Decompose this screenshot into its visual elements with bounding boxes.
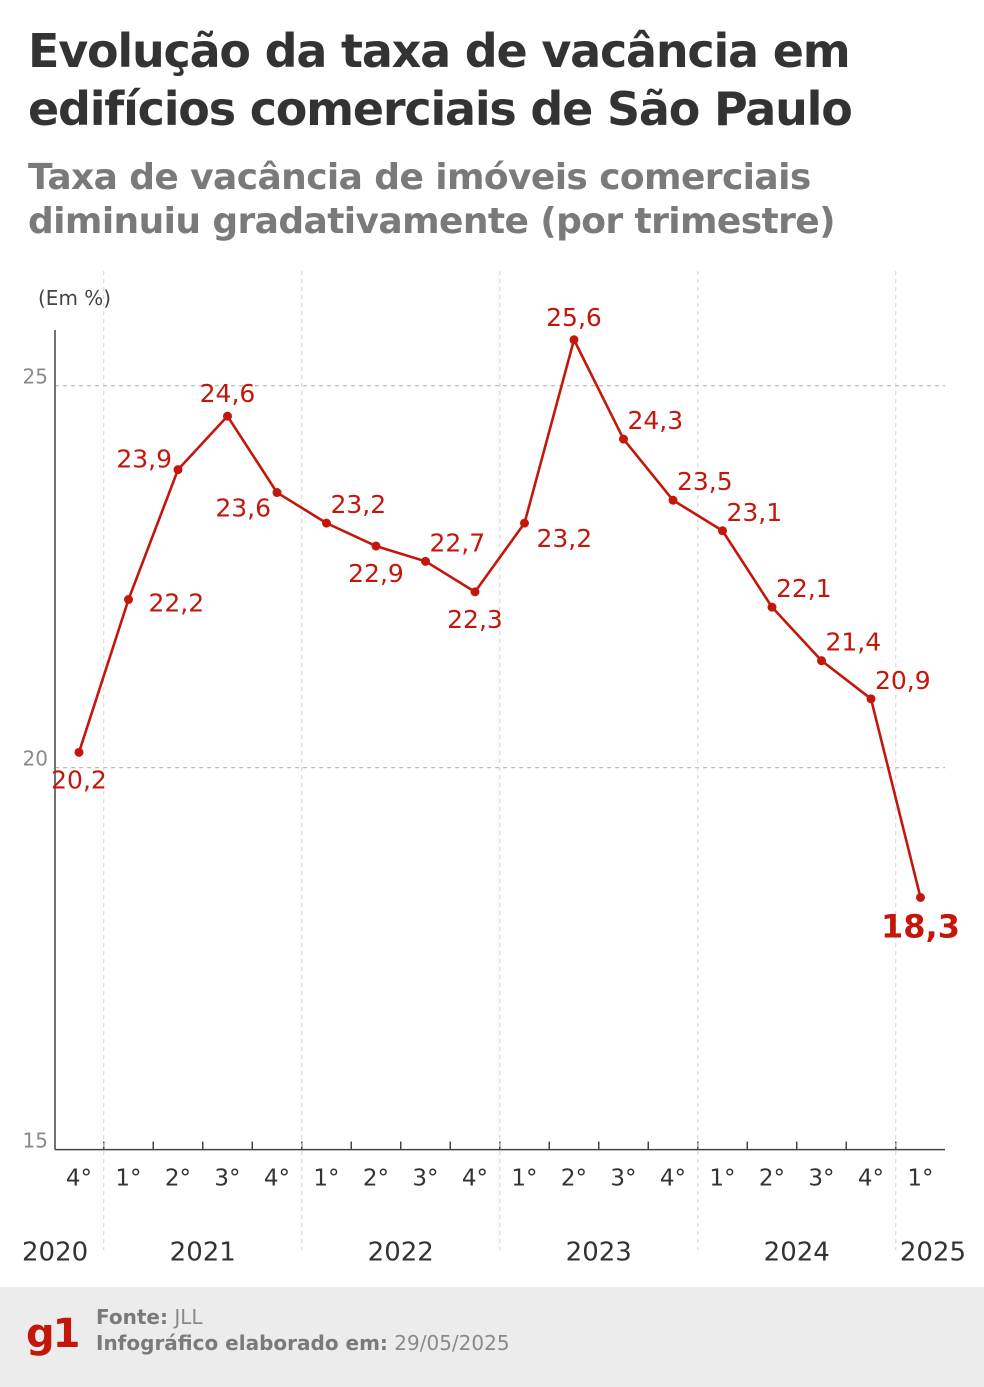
- quarter-label: 1°: [115, 1166, 141, 1192]
- data-label: 23,5: [677, 467, 733, 496]
- source-label: Fonte:: [96, 1305, 168, 1329]
- data-label: 21,4: [826, 628, 882, 657]
- data-label: 22,2: [149, 589, 205, 618]
- y-tick-label: 15: [23, 1129, 48, 1153]
- data-point: [718, 526, 727, 536]
- data-label: 25,6: [546, 303, 602, 332]
- year-label: 2025: [900, 1238, 966, 1268]
- data-label: 24,3: [628, 406, 684, 435]
- quarter-label: 4°: [462, 1166, 488, 1192]
- data-label: 23,2: [537, 524, 593, 553]
- data-point: [421, 556, 430, 566]
- source-line: Fonte: JLL: [96, 1305, 203, 1329]
- data-point: [916, 892, 925, 902]
- data-label: 23,2: [331, 490, 387, 519]
- data-label: 22,1: [776, 574, 832, 603]
- data-point: [322, 518, 331, 528]
- data-point: [173, 465, 183, 475]
- quarter-label: 2°: [561, 1166, 587, 1192]
- quarter-label: 2°: [165, 1166, 191, 1192]
- unit-label: (Em %): [38, 286, 111, 310]
- quarter-label: 3°: [808, 1166, 834, 1192]
- data-point: [272, 488, 282, 498]
- year-label: 2021: [170, 1238, 236, 1268]
- year-label: 2022: [368, 1238, 434, 1268]
- y-tick-label: 25: [23, 365, 48, 389]
- data-point: [817, 656, 826, 666]
- date-label: Infográfico elaborado em:: [96, 1331, 388, 1355]
- quarter-label: 3°: [412, 1166, 438, 1192]
- quarter-label: 1°: [907, 1166, 933, 1192]
- data-point: [124, 595, 133, 605]
- g1-logo: g1: [26, 1311, 80, 1357]
- data-point: [668, 495, 678, 505]
- data-label: 22,9: [348, 559, 404, 588]
- data-label: 18,3: [881, 907, 960, 945]
- year-label: 2023: [566, 1238, 632, 1268]
- quarter-label: 4°: [660, 1166, 686, 1192]
- date-value: 29/05/2025: [394, 1331, 510, 1355]
- chart-subtitle: Taxa de vacância de imóveis comerciais d…: [28, 157, 836, 242]
- quarter-label: 3°: [610, 1166, 636, 1192]
- data-point: [371, 541, 381, 551]
- year-label: 2024: [764, 1238, 830, 1268]
- data-label: 22,3: [447, 605, 503, 634]
- series-line: [77, 338, 922, 898]
- footer: g1 Fonte: JLL Infográfico elaborado em: …: [0, 1287, 984, 1387]
- quarter-label: 4°: [264, 1166, 290, 1192]
- data-point: [520, 518, 529, 528]
- data-point: [767, 602, 777, 612]
- data-label: 20,2: [51, 765, 107, 794]
- quarter-label: 1°: [511, 1166, 537, 1192]
- data-point: [74, 747, 84, 757]
- data-label: 22,7: [430, 528, 486, 557]
- data-label: 23,1: [727, 498, 783, 527]
- quarter-label: 2°: [759, 1166, 785, 1192]
- quarter-label: 1°: [709, 1166, 735, 1192]
- date-line: Infográfico elaborado em: 29/05/2025: [96, 1331, 510, 1355]
- data-point: [223, 411, 232, 421]
- data-point: [470, 587, 480, 597]
- data-label: 23,6: [215, 494, 271, 523]
- data-label: 20,9: [875, 666, 931, 695]
- quarter-label: 4°: [858, 1166, 884, 1192]
- quarter-label: 2°: [363, 1166, 389, 1192]
- data-point: [619, 434, 628, 444]
- data-label: 24,6: [200, 379, 256, 408]
- chart-title: Evolução da taxa de vacância em edifício…: [28, 24, 853, 136]
- year-label: 2020: [22, 1238, 88, 1268]
- data-label: 23,9: [116, 445, 172, 474]
- quarter-label: 4°: [66, 1166, 92, 1192]
- quarter-label: 3°: [214, 1166, 240, 1192]
- y-tick-label: 20: [23, 747, 48, 771]
- data-point: [866, 694, 876, 704]
- source-value: JLL: [174, 1305, 203, 1329]
- quarter-label: 1°: [313, 1166, 339, 1192]
- data-point: [569, 335, 579, 345]
